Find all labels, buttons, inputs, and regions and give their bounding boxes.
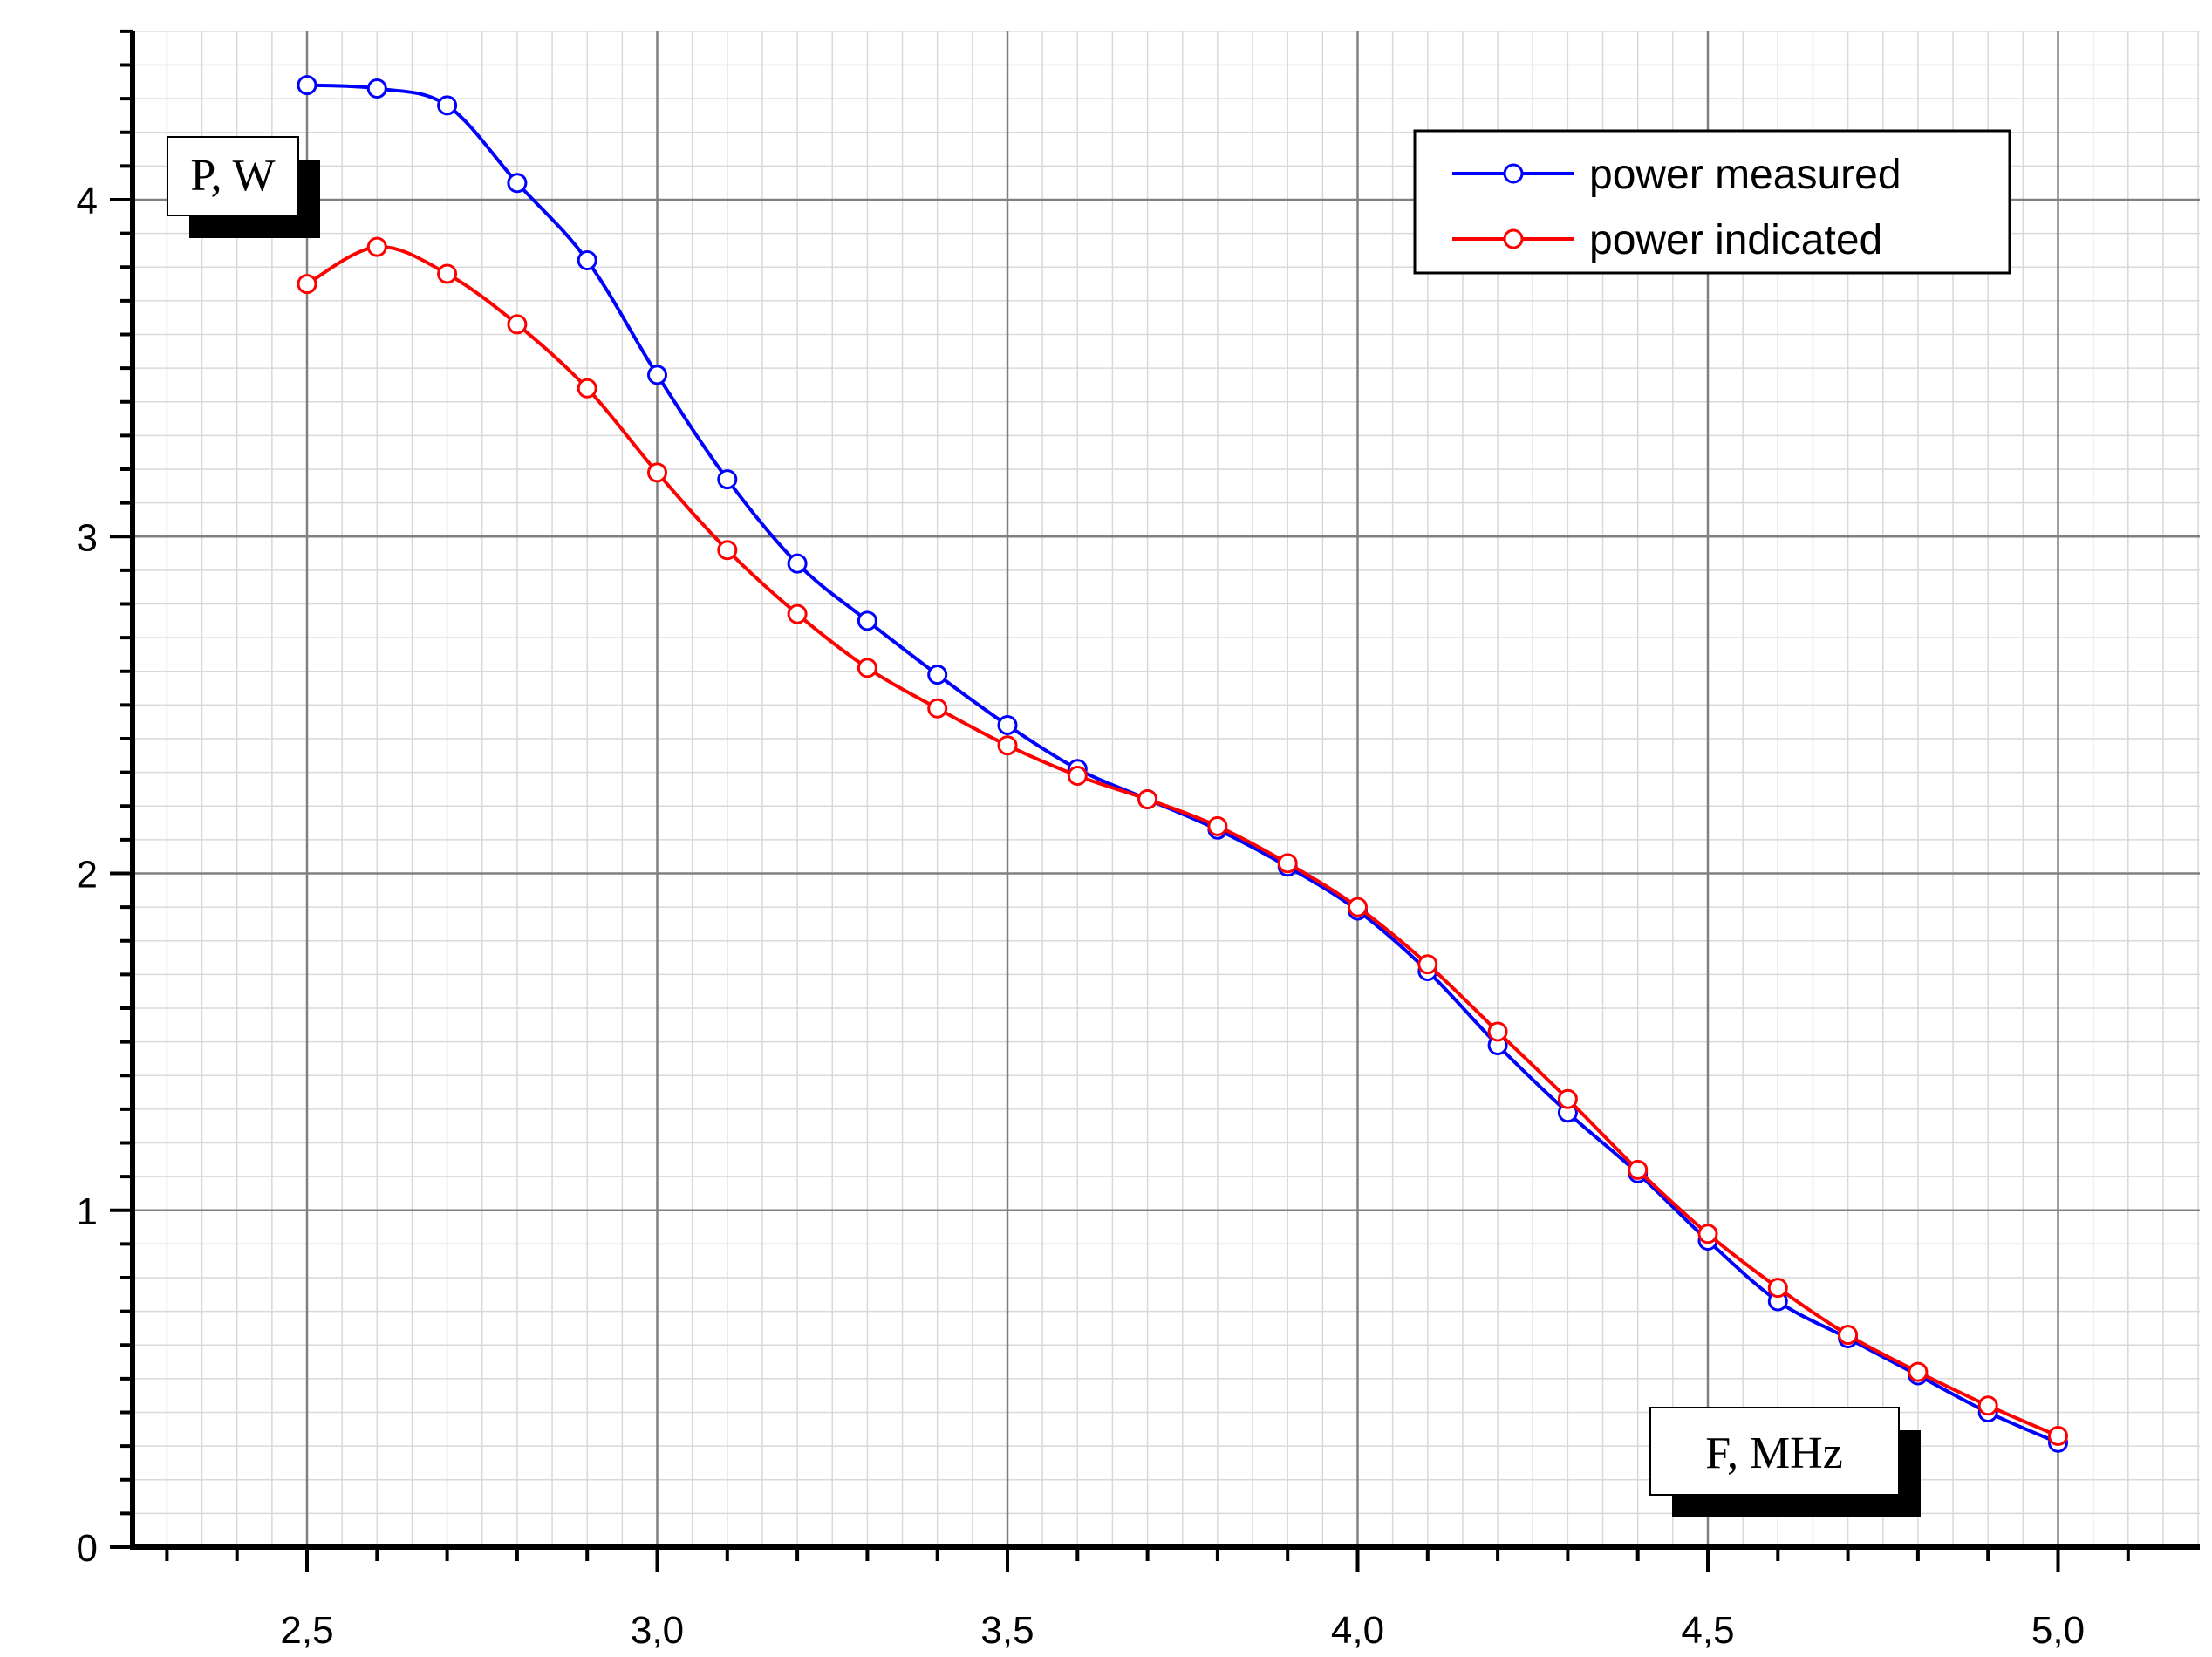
x-tick-label: 2,5 <box>280 1609 333 1652</box>
data-point-power-indicated <box>1628 1159 1649 1180</box>
data-point-power-indicated <box>297 274 317 295</box>
data-point-power-measured <box>997 715 1018 736</box>
legend-label-power-indicated: power indicated <box>1589 217 1882 263</box>
y-tick-label: 2 <box>77 854 98 897</box>
minor-grid <box>133 31 2200 1547</box>
major-grid <box>133 31 2200 1547</box>
y-axis-title-box: P, W <box>167 136 320 238</box>
data-point-power-measured <box>507 173 528 194</box>
y-axis-title: P, W <box>190 151 275 201</box>
data-point-power-indicated <box>507 314 528 335</box>
data-point-power-indicated <box>787 603 808 624</box>
data-point-power-measured <box>787 553 808 574</box>
x-axis-title-box: F, MHz <box>1649 1407 1921 1517</box>
data-point-power-indicated <box>1487 1021 1508 1042</box>
legend-marker-power-indicated <box>1503 228 1524 249</box>
data-point-power-indicated <box>1067 765 1088 786</box>
y-tick-label: 3 <box>77 516 98 559</box>
data-point-power-measured <box>437 95 458 116</box>
x-tick-label: 5,0 <box>2031 1609 2085 1652</box>
data-point-power-indicated <box>577 378 597 399</box>
data-point-power-indicated <box>647 462 667 483</box>
data-point-power-indicated <box>1417 954 1438 975</box>
data-point-power-measured <box>857 610 877 631</box>
series-layer <box>297 75 2068 1453</box>
data-point-power-measured <box>647 365 667 385</box>
data-point-power-indicated <box>1348 897 1368 917</box>
data-point-power-indicated <box>1767 1278 1788 1299</box>
y-tick-label: 0 <box>77 1527 98 1570</box>
data-point-power-indicated <box>717 540 738 561</box>
x-tick-label: 4,5 <box>1681 1609 1734 1652</box>
data-point-power-indicated <box>1207 815 1228 836</box>
data-point-power-indicated <box>1697 1224 1718 1244</box>
data-point-power-indicated <box>1137 789 1158 810</box>
series-line-power-indicated <box>306 245 2059 1438</box>
x-tick-label: 3,5 <box>980 1609 1034 1652</box>
data-point-power-indicated <box>1977 1395 1998 1416</box>
y-tick-label: 4 <box>77 180 98 222</box>
data-point-power-measured <box>927 665 948 685</box>
legend-marker-power-measured <box>1503 163 1524 184</box>
data-point-power-measured <box>717 469 738 490</box>
data-point-power-indicated <box>1277 853 1298 874</box>
data-point-power-indicated <box>927 698 948 719</box>
data-point-power-measured <box>297 75 317 96</box>
legend: power measured power indicated <box>1413 129 2011 275</box>
data-point-power-indicated <box>1908 1361 1929 1382</box>
y-tick-label: 1 <box>77 1190 98 1233</box>
x-tick-label: 3,0 <box>631 1609 684 1652</box>
data-point-power-indicated <box>1838 1325 1859 1346</box>
data-point-power-measured <box>366 78 387 99</box>
x-axis-title: F, MHz <box>1705 1429 1843 1478</box>
data-point-power-indicated <box>437 263 458 284</box>
data-point-power-indicated <box>366 236 387 257</box>
data-point-power-indicated <box>997 735 1018 756</box>
data-point-power-measured <box>577 250 597 271</box>
legend-label-power-measured: power measured <box>1589 152 1901 198</box>
data-point-power-indicated <box>2048 1426 2068 1447</box>
x-tick-label: 4,0 <box>1331 1609 1384 1652</box>
data-point-power-indicated <box>1557 1088 1578 1109</box>
axes: 0 1 2 3 4 2,5 3,0 3,5 4,0 4,5 5,0 <box>77 29 2200 1652</box>
data-point-power-indicated <box>857 658 877 678</box>
